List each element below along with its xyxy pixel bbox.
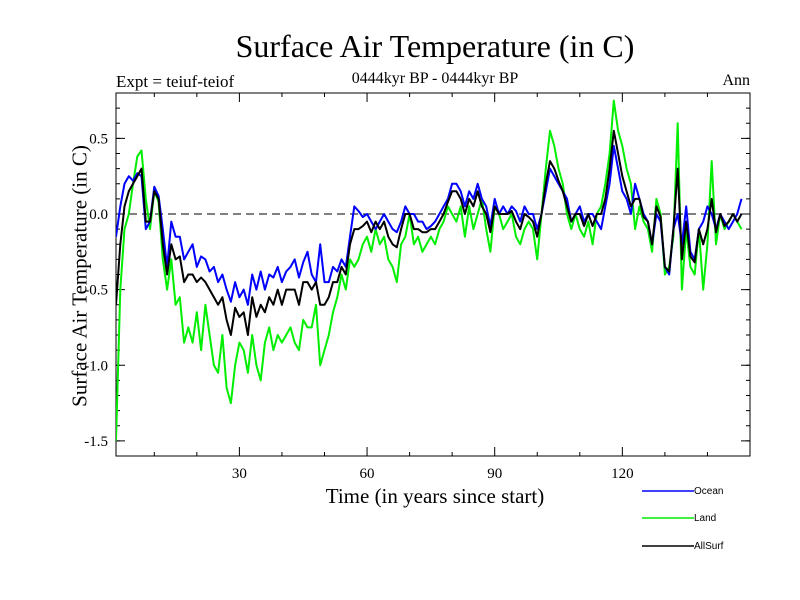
legend-label-land: Land — [694, 513, 717, 524]
y-tick-label: 0.0 — [89, 207, 108, 223]
experiment-label: Expt = teiuf-teiof — [116, 72, 235, 91]
series-line-ocean — [116, 144, 743, 306]
legend-label-allsurf: AllSurf — [694, 541, 724, 552]
legend-label-ocean: Ocean — [694, 486, 724, 497]
x-tick-label: 60 — [360, 466, 375, 482]
series-line-land — [116, 99, 743, 441]
x-tick-label: 90 — [487, 466, 502, 482]
x-axis-label: Time (in years since start) — [325, 484, 545, 508]
y-tick-label: -0.5 — [84, 283, 108, 299]
season-label: Ann — [722, 72, 750, 89]
y-tick-label: -1.5 — [84, 434, 108, 450]
series-line-allsurf — [116, 129, 743, 336]
x-tick-label: 30 — [232, 466, 247, 482]
x-tick-label: 120 — [611, 466, 634, 482]
y-tick-label: -1.0 — [84, 358, 108, 374]
y-tick-label: 0.5 — [89, 131, 108, 147]
period-label: 0444kyr BP - 0444kyr BP — [351, 70, 519, 87]
plot-frame — [115, 92, 751, 457]
chart-title: Surface Air Temperature (in C) — [235, 28, 635, 64]
